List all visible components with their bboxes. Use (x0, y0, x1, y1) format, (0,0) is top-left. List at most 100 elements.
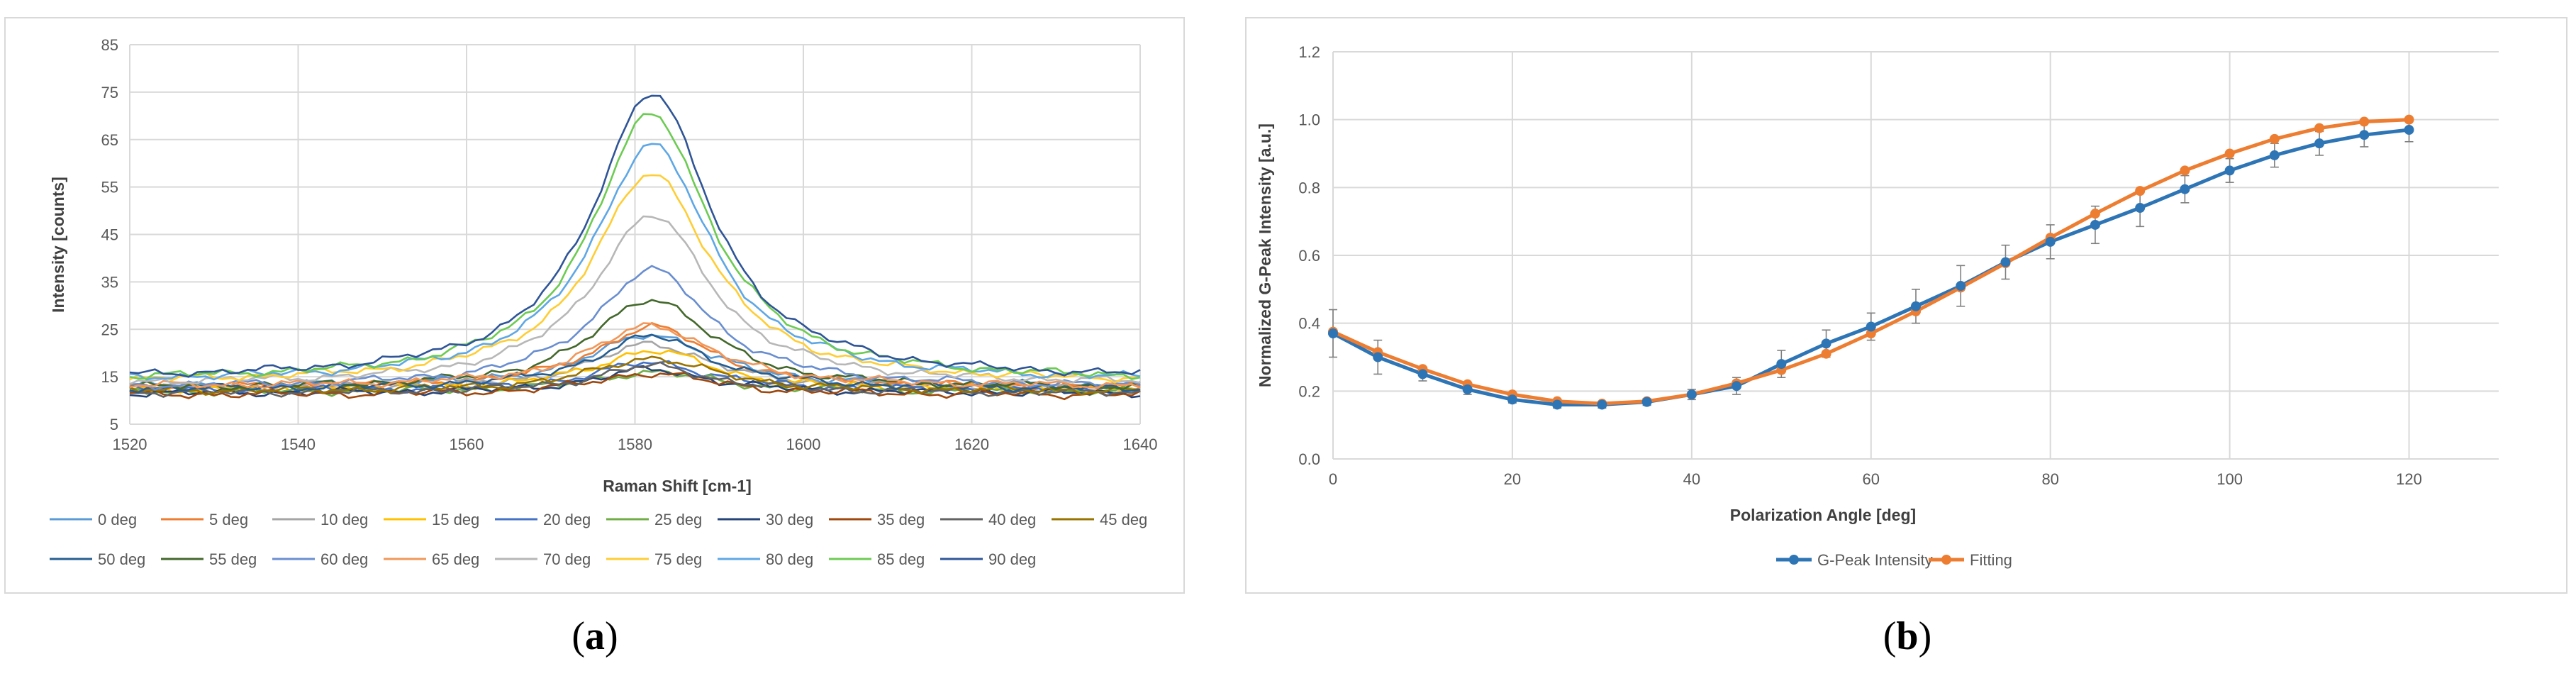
panel-a-legend-label: 90 deg (988, 550, 1036, 568)
panel-a-legend-label: 25 deg (654, 511, 702, 528)
panel-b-legend: G-Peak Intensity Fitting (1776, 551, 2012, 569)
panel-a-frame (4, 17, 1185, 594)
panel-b-data-point (2224, 148, 2235, 159)
panel-b-data-point (2314, 138, 2325, 149)
panel-b-ytick-label: 1.0 (1298, 111, 1320, 129)
panel-b-data-point (2135, 186, 2146, 196)
panel-a-legend-label: 85 deg (877, 550, 925, 568)
panel-b-data-point (2359, 116, 2370, 127)
panel-a-ytick-label: 5 (110, 416, 118, 433)
panel-a-legend-label: 50 deg (98, 550, 145, 568)
panel-a-legend-label: 45 deg (1100, 511, 1147, 528)
panel-b-ytick-label: 0.6 (1298, 247, 1320, 265)
panel-a-chart: 5 15 25 35 45 55 65 75 85 1520 1540 1560 1580 1600 162… (101, 36, 1158, 453)
panel-b-xtick-label: 0 (1329, 470, 1337, 488)
panel-b-legend-label: Fitting (1970, 551, 2012, 569)
panel-a-xtick-label: 1580 (618, 436, 652, 453)
panel-b-chart: 0.0 0.2 0.4 0.6 0.8 1.0 1.2 0 20 40 60 80 100 120 (1298, 43, 2499, 488)
panel-b-data-point (2000, 257, 2011, 267)
panel-b-xtick-label: 100 (2217, 470, 2243, 488)
panel-a-series-line (129, 355, 1141, 396)
panel-a-ytick-label: 85 (101, 36, 118, 54)
panel-a-series-line (129, 361, 1141, 398)
panel-a-series-line (129, 322, 1141, 389)
panel-a-ytick-label: 55 (101, 179, 118, 196)
panel-b-data-point (2180, 184, 2190, 194)
panel-a-legend-label: 55 deg (209, 550, 257, 568)
panel-b-data-point (1776, 359, 1787, 370)
panel-b-data-point (2135, 203, 2146, 214)
panel-a-series-line (129, 113, 1141, 380)
panel-a-legend-label: 10 deg (320, 511, 368, 528)
panel-a-ytick-label: 65 (101, 131, 118, 149)
panel-a-ytick-label: 45 (101, 226, 118, 244)
panel-b-ytick-label: 0.4 (1298, 315, 1320, 333)
panel-a-legend-label: 30 deg (766, 511, 813, 528)
panel-b-data-point (1641, 397, 1652, 407)
panel-a-legend-label: 40 deg (988, 511, 1036, 528)
panel-b-data-point (2180, 165, 2190, 176)
panel-b-xtick-label: 120 (2396, 470, 2422, 488)
caption-b-letter: b (1896, 614, 1918, 658)
panel-a-xlabel: Raman Shift [cm-1] (603, 477, 752, 495)
panel-b-data-point (1373, 352, 1383, 362)
panel-b-data-point (2314, 123, 2325, 133)
panel-b-data-point (1552, 399, 1563, 410)
caption-b: (b) (1883, 614, 1931, 658)
panel-b-data-point (2045, 236, 2056, 247)
panel-b-ytick-label: 0.8 (1298, 179, 1320, 196)
panel-b-data-point (2404, 125, 2414, 135)
panel-a-legend-label: 80 deg (766, 550, 813, 568)
panel-b-ytick-label: 0.2 (1298, 382, 1320, 400)
panel-b-legend-marker (1789, 555, 1799, 565)
panel-a-legend-label: 15 deg (432, 511, 479, 528)
panel-a-ylabel: Intensity [counts] (49, 177, 67, 313)
panel-b-data-point (1417, 369, 1428, 379)
panel-a-legend-label: 5 deg (209, 511, 248, 528)
panel-b-frame (1245, 17, 2567, 594)
panel-a-legend-label: 35 deg (877, 511, 925, 528)
panel-b-xtick-label: 20 (1504, 470, 1521, 488)
panel-b-data-point (1911, 301, 1921, 311)
panel-a-legend-label: 70 deg (543, 550, 591, 568)
panel-a-xtick-label: 1540 (281, 436, 316, 453)
panel-b-data-point (2269, 133, 2280, 144)
caption-a: (a) (571, 614, 618, 658)
panel-a-legend-label: 0 deg (98, 511, 137, 528)
panel-b-data-point (1597, 399, 1607, 410)
panel-b-data-point (1956, 281, 1966, 292)
panel-b-data-point (1462, 384, 1473, 394)
panel-b-ytick-label: 0.0 (1298, 450, 1320, 468)
panel-b-data-point (2224, 165, 2235, 176)
panel-b-data-point (1821, 338, 1831, 349)
panel-a-xtick-label: 1520 (113, 436, 147, 453)
panel-b-xlabel: Polarization Angle [deg] (1730, 506, 1916, 524)
panel-b-data-point (1866, 321, 1876, 332)
panel-b-xtick-label: 40 (1683, 470, 1700, 488)
panel-b-data-point (2090, 209, 2100, 219)
panel-b-xtick-label: 60 (1863, 470, 1880, 488)
panel-b-data-point (2269, 150, 2280, 160)
panel-a-ytick-label: 35 (101, 273, 118, 291)
panel-b-data-point (1328, 328, 1338, 339)
panel-a-legend-label: 75 deg (654, 550, 702, 568)
panel-a-ytick-label: 15 (101, 368, 118, 386)
caption-a-letter: a (585, 614, 605, 658)
panel-b-data-point (2404, 114, 2414, 125)
panel-a-xtick-label: 1600 (786, 436, 821, 453)
panel-b-data-point (1732, 381, 1742, 392)
panel-b-data-point (1866, 328, 1876, 339)
panel-b-data-point (1686, 389, 1697, 400)
panel-b-data-point (1821, 348, 1831, 359)
panel-b-ytick-label: 1.2 (1298, 43, 1320, 61)
panel-a-legend-label: 60 deg (320, 550, 368, 568)
panel-b-legend-label: G-Peak Intensity (1817, 551, 1933, 569)
panel-b-xtick-label: 80 (2041, 470, 2058, 488)
panel-a-legend: 0 deg 5 deg 10 deg 15 deg 20 deg 25 deg 30 deg… (50, 511, 1147, 568)
panel-a-series-line (129, 299, 1141, 391)
panel-a-legend-label: 20 deg (543, 511, 591, 528)
panel-a-series-line (129, 94, 1141, 378)
panel-a-legend-label: 65 deg (432, 550, 479, 568)
panel-b-ylabel: Normalized G-Peak Intensity [a.u.] (1256, 123, 1274, 387)
